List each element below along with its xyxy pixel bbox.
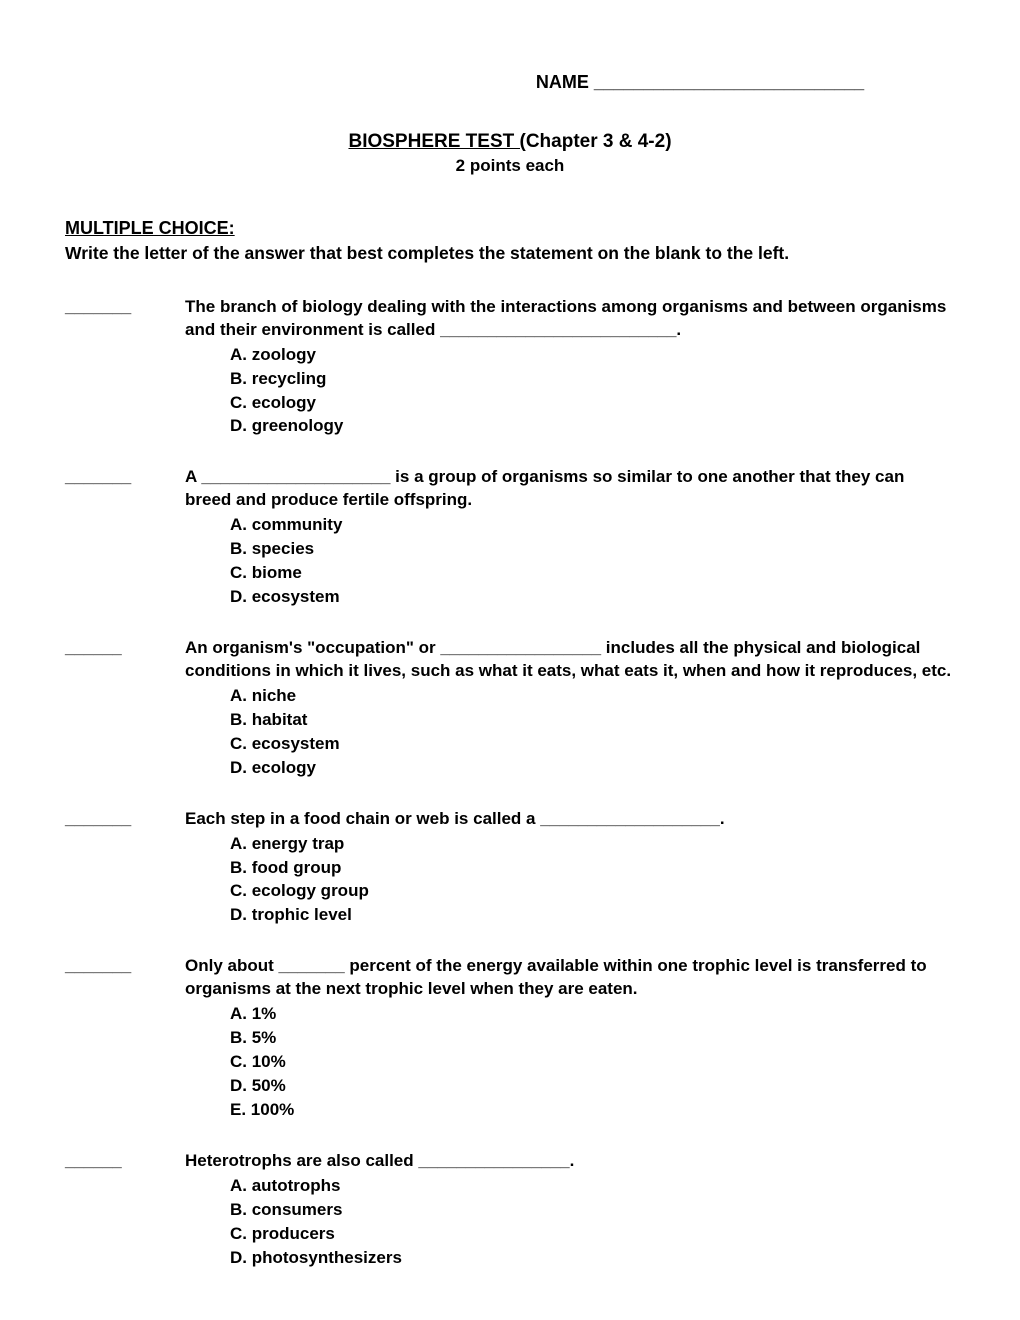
question-stem-text: Only about _______ percent of the energy… [185,955,955,1001]
options-list: A. nicheB. habitatC. ecosystemD. ecology [65,685,955,780]
option-item: C. producers [230,1223,955,1246]
answer-blank: _______ [65,955,185,1001]
option-item: B. species [230,538,955,561]
options-list: A. communityB. speciesC. biomeD. ecosyst… [65,514,955,609]
option-item: D. ecology [230,757,955,780]
question-stem-text: Heterotrophs are also called ___________… [185,1150,955,1173]
question-stem-row: _______Only about _______ percent of the… [65,955,955,1001]
answer-blank: _______ [65,808,185,831]
question-stem-row: ______Heterotrophs are also called _____… [65,1150,955,1173]
question-block: ______An organism's "occupation" or ____… [65,637,955,780]
option-item: B. consumers [230,1199,955,1222]
option-item: B. food group [230,857,955,880]
question-stem-text: The branch of biology dealing with the i… [185,296,955,342]
name-label: NAME ___________________________ [536,72,864,92]
option-item: E. 100% [230,1099,955,1122]
question-block: _______Only about _______ percent of the… [65,955,955,1122]
section-heading: MULTIPLE CHOICE: [65,216,955,240]
name-field-line: NAME ___________________________ [65,70,955,94]
option-item: A. community [230,514,955,537]
option-item: A. autotrophs [230,1175,955,1198]
section-instructions: Write the letter of the answer that best… [65,242,955,266]
option-item: C. ecology group [230,880,955,903]
question-stem-row: _______The branch of biology dealing wit… [65,296,955,342]
option-item: C. biome [230,562,955,585]
question-block: ______Heterotrophs are also called _____… [65,1150,955,1270]
question-block: _______The branch of biology dealing wit… [65,296,955,439]
option-item: B. recycling [230,368,955,391]
option-item: C. ecology [230,392,955,415]
option-item: A. energy trap [230,833,955,856]
options-list: A. 1%B. 5%C. 10%D. 50%E. 100% [65,1003,955,1122]
options-list: A. autotrophsB. consumersC. producersD. … [65,1175,955,1270]
question-stem-text: A ____________________ is a group of org… [185,466,955,512]
option-item: A. niche [230,685,955,708]
option-item: C. 10% [230,1051,955,1074]
title-rest: Chapter 3 & 4-2) [526,131,672,152]
question-stem-row: _______Each step in a food chain or web … [65,808,955,831]
question-stem-text: An organism's "occupation" or __________… [185,637,955,683]
title-block: BIOSPHERE TEST (Chapter 3 & 4-2) 2 point… [65,129,955,178]
title-underlined: BIOSPHERE TEST ( [348,131,525,152]
answer-blank: _______ [65,466,185,512]
questions-container: _______The branch of biology dealing wit… [65,296,955,1270]
option-item: B. 5% [230,1027,955,1050]
answer-blank: ______ [65,1150,185,1173]
question-block: _______Each step in a food chain or web … [65,808,955,928]
option-item: D. photosynthesizers [230,1247,955,1270]
main-title: BIOSPHERE TEST (Chapter 3 & 4-2) [65,129,955,155]
option-item: D. trophic level [230,904,955,927]
option-item: C. ecosystem [230,733,955,756]
options-list: A. zoologyB. recyclingC. ecologyD. green… [65,344,955,439]
option-item: A. zoology [230,344,955,367]
option-item: A. 1% [230,1003,955,1026]
options-list: A. energy trapB. food groupC. ecology gr… [65,833,955,928]
answer-blank: _______ [65,296,185,342]
question-stem-text: Each step in a food chain or web is call… [185,808,955,831]
option-item: D. greenology [230,415,955,438]
question-block: _______A ____________________ is a group… [65,466,955,609]
option-item: D. ecosystem [230,586,955,609]
points-label: 2 points each [65,155,955,178]
option-item: D. 50% [230,1075,955,1098]
question-stem-row: ______An organism's "occupation" or ____… [65,637,955,683]
question-stem-row: _______A ____________________ is a group… [65,466,955,512]
answer-blank: ______ [65,637,185,683]
option-item: B. habitat [230,709,955,732]
